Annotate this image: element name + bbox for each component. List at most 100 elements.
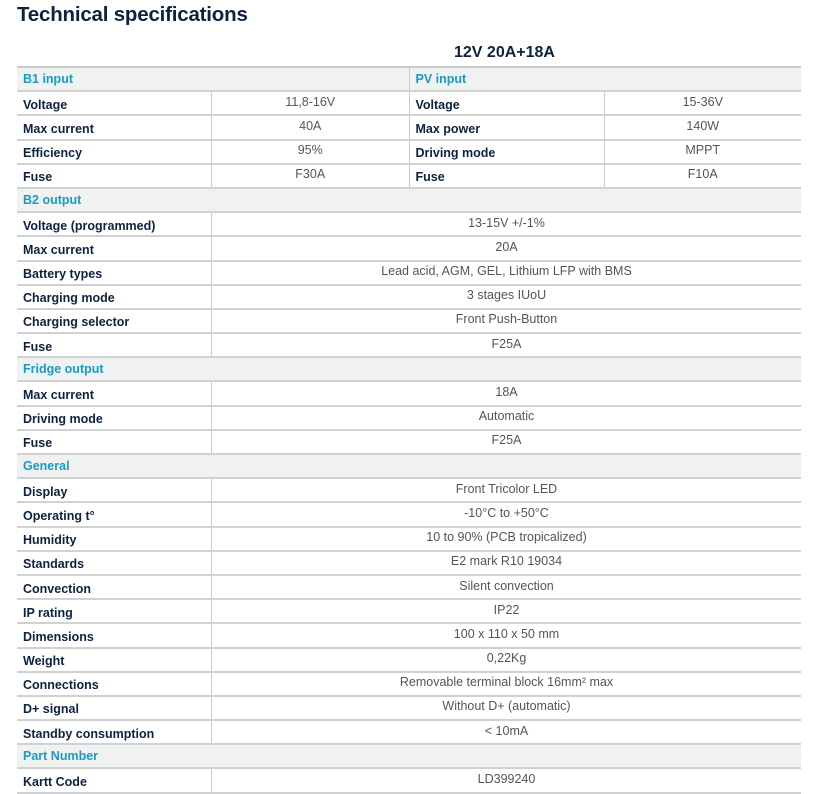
- spec-value: Removable terminal block 16mm² max: [399, 675, 614, 690]
- section-header-row: General: [17, 455, 801, 480]
- section-header-row: Fridge output: [17, 358, 801, 383]
- spec-row: Standby consumption < 10mA: [17, 721, 801, 746]
- spec-pair-left: Fuse F30A: [17, 164, 410, 187]
- spec-label: Max current: [17, 237, 212, 260]
- spec-label: Voltage: [410, 92, 605, 115]
- spec-row: Display Front Tricolor LED: [17, 479, 801, 504]
- spec-row: Driving mode Automatic: [17, 406, 801, 431]
- spec-row: Efficiency 95% Driving mode MPPT: [17, 140, 802, 165]
- page-title: Technical specifications: [17, 3, 248, 26]
- spec-value: E2 mark R10 19034: [450, 554, 563, 569]
- spec-value: 13-15V +/-1%: [468, 215, 545, 230]
- spec-value: Silent convection: [459, 578, 554, 593]
- spec-label: Standards: [17, 551, 212, 574]
- section-title: PV input: [415, 72, 467, 87]
- spec-row: Connections Removable terminal block 16mm…: [17, 672, 801, 697]
- spec-label: Weight: [17, 648, 212, 671]
- spec-label: Max power: [410, 116, 605, 139]
- spec-value: 18A: [495, 385, 518, 400]
- spec-value: 15-36V: [682, 94, 723, 109]
- spec-pair-left: Voltage 11,8-16V: [17, 92, 410, 115]
- spec-label: Voltage (programmed): [17, 213, 212, 236]
- section-header-left: B1 input: [17, 68, 410, 91]
- section-header-row: B1 input PV input: [17, 68, 802, 93]
- spec-value: IP22: [493, 602, 520, 617]
- spec-label: Fuse: [17, 164, 212, 187]
- spec-row: D+ signal Without D+ (automatic): [17, 696, 801, 722]
- spec-value: MPPT: [685, 143, 721, 158]
- spec-row: Fuse F25A: [17, 334, 801, 359]
- spec-value: 10 to 90% (PCB tropicalized): [426, 530, 587, 545]
- spec-value: 0,22Kg: [486, 651, 527, 666]
- spec-value: Front Push-Button: [455, 312, 558, 327]
- spec-row: Voltage (programmed) 13-15V +/-1%: [17, 213, 801, 238]
- section-title: General: [23, 459, 70, 474]
- spec-label: Fuse: [410, 164, 605, 187]
- spec-pair-left: Efficiency 95%: [17, 140, 410, 163]
- section-header-right: PV input: [410, 68, 802, 90]
- spec-row: Dimensions 100 x 110 x 50 mm: [17, 624, 801, 649]
- spec-value: F25A: [491, 336, 522, 351]
- section-title: B1 input: [23, 72, 73, 87]
- spec-label: Max current: [17, 116, 212, 139]
- spec-label: Standby consumption: [17, 721, 212, 744]
- spec-row: Standards E2 mark R10 19034: [17, 551, 801, 576]
- spec-label: Connections: [17, 672, 212, 695]
- spec-value: F10A: [687, 167, 718, 182]
- model-heading: 12V 20A+18A: [454, 44, 555, 61]
- spec-value: Lead acid, AGM, GEL, Lithium LFP with BM…: [381, 264, 632, 279]
- spec-value: F30A: [295, 167, 326, 182]
- spec-label: Voltage: [17, 92, 212, 115]
- spec-label: Max current: [17, 382, 212, 405]
- spec-value: 40A: [299, 118, 322, 133]
- spec-value: 11,8-16V: [285, 94, 336, 109]
- spec-row: Voltage 11,8-16V Voltage 15-36V: [17, 92, 802, 117]
- spec-table: B1 input PV input Voltage 11,8-16V Voltage 15…: [17, 66, 801, 794]
- spec-pair-right: Fuse F10A: [410, 164, 802, 187]
- section-header-row: Part Number: [17, 745, 801, 770]
- spec-value: Front Tricolor LED: [455, 481, 558, 496]
- spec-label: Kartt Code: [17, 769, 212, 792]
- spec-label: Driving mode: [17, 406, 212, 429]
- spec-label: Dimensions: [17, 624, 212, 647]
- spec-row: Weight 0,22Kg: [17, 648, 801, 673]
- spec-value: LD399240: [477, 772, 536, 787]
- spec-row: Battery types Lead acid, AGM, GEL, Lithiu…: [17, 261, 801, 286]
- spec-label: IP rating: [17, 600, 212, 623]
- spec-value: -10°C to +50°C: [464, 505, 549, 520]
- spec-row: IP rating IP22: [17, 600, 801, 625]
- spec-label: Humidity: [17, 527, 212, 550]
- section-title: Fridge output: [23, 362, 104, 377]
- spec-label: Battery types: [17, 261, 212, 284]
- spec-row: Kartt Code LD399240: [17, 769, 801, 794]
- section-title: B2 output: [23, 193, 82, 208]
- spec-label: D+ signal: [17, 696, 212, 720]
- spec-value: F25A: [491, 433, 522, 448]
- spec-value: 95%: [297, 143, 323, 158]
- spec-label: Convection: [17, 575, 212, 599]
- spec-row: Charging mode 3 stages IUoU: [17, 285, 801, 310]
- spec-label: Charging mode: [17, 285, 212, 308]
- spec-value: Automatic: [478, 409, 535, 424]
- spec-pair-right: Driving mode MPPT: [410, 140, 802, 163]
- section-header-row: B2 output: [17, 188, 801, 214]
- spec-value: 100 x 110 x 50 mm: [453, 626, 560, 641]
- spec-pair-left: Max current 40A: [17, 116, 410, 139]
- spec-label: Operating t°: [17, 503, 212, 526]
- spec-value: 20A: [495, 239, 518, 254]
- spec-row: Max current 40A Max power 140W: [17, 116, 801, 141]
- section-title: Part Number: [23, 749, 99, 764]
- spec-label: Driving mode: [410, 140, 605, 163]
- spec-label: Charging selector: [17, 309, 212, 333]
- spec-value: Without D+ (automatic): [442, 699, 571, 714]
- spec-row: Operating t° -10°C to +50°C: [17, 503, 801, 528]
- spec-row: Max current 18A: [17, 382, 801, 407]
- spec-row: Convection Silent convection: [17, 575, 801, 601]
- spec-value: < 10mA: [484, 723, 529, 738]
- spec-label: Efficiency: [17, 140, 212, 163]
- spec-pair-right: Voltage 15-36V: [410, 92, 802, 115]
- spec-row: Max current 20A: [17, 237, 801, 262]
- spec-value: 3 stages IUoU: [466, 288, 547, 303]
- spec-row: Humidity 10 to 90% (PCB tropicalized): [17, 527, 801, 552]
- spec-row: Fuse F30A Fuse F10A: [17, 164, 802, 189]
